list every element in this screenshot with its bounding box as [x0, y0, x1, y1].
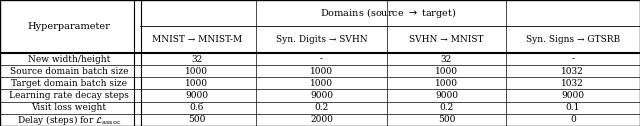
Text: 0.1: 0.1: [566, 103, 580, 112]
Text: 32: 32: [441, 55, 452, 64]
Text: Syn. Digits → SVHN: Syn. Digits → SVHN: [276, 35, 367, 44]
Text: 1000: 1000: [186, 79, 208, 88]
Text: 1000: 1000: [435, 79, 458, 88]
Text: -: -: [320, 55, 323, 64]
Text: 500: 500: [188, 115, 205, 124]
Text: 9000: 9000: [435, 91, 458, 100]
Text: -: -: [572, 55, 574, 64]
Text: 1000: 1000: [186, 67, 208, 76]
Text: 0: 0: [570, 115, 575, 124]
Text: 2000: 2000: [310, 115, 333, 124]
Text: 32: 32: [191, 55, 202, 64]
Text: Hyperparameter: Hyperparameter: [28, 22, 110, 31]
Text: 1032: 1032: [561, 67, 584, 76]
Text: 9000: 9000: [561, 91, 584, 100]
Text: 0.2: 0.2: [439, 103, 454, 112]
Text: New width/height: New width/height: [28, 55, 110, 64]
Text: 0.6: 0.6: [189, 103, 204, 112]
Text: 1032: 1032: [561, 79, 584, 88]
Text: 500: 500: [438, 115, 455, 124]
Text: Learning rate decay steps: Learning rate decay steps: [9, 91, 129, 100]
Text: 1000: 1000: [310, 79, 333, 88]
Text: SVHN → MNIST: SVHN → MNIST: [409, 35, 484, 44]
Text: Visit loss weight: Visit loss weight: [31, 103, 106, 112]
Text: 1000: 1000: [310, 67, 333, 76]
Text: Delay (steps) for $\mathcal{L}_{\mathrm{assoc}}$: Delay (steps) for $\mathcal{L}_{\mathrm{…: [17, 113, 121, 126]
Text: Syn. Signs → GTSRB: Syn. Signs → GTSRB: [525, 35, 620, 44]
Text: 0.2: 0.2: [314, 103, 329, 112]
Text: 9000: 9000: [186, 91, 208, 100]
Text: 1000: 1000: [435, 67, 458, 76]
Text: MNIST → MNIST-M: MNIST → MNIST-M: [152, 35, 242, 44]
Text: Domains (source $\rightarrow$ target): Domains (source $\rightarrow$ target): [321, 6, 457, 20]
Text: Source domain batch size: Source domain batch size: [10, 67, 128, 76]
Text: Target domain batch size: Target domain batch size: [11, 79, 127, 88]
Text: 9000: 9000: [310, 91, 333, 100]
